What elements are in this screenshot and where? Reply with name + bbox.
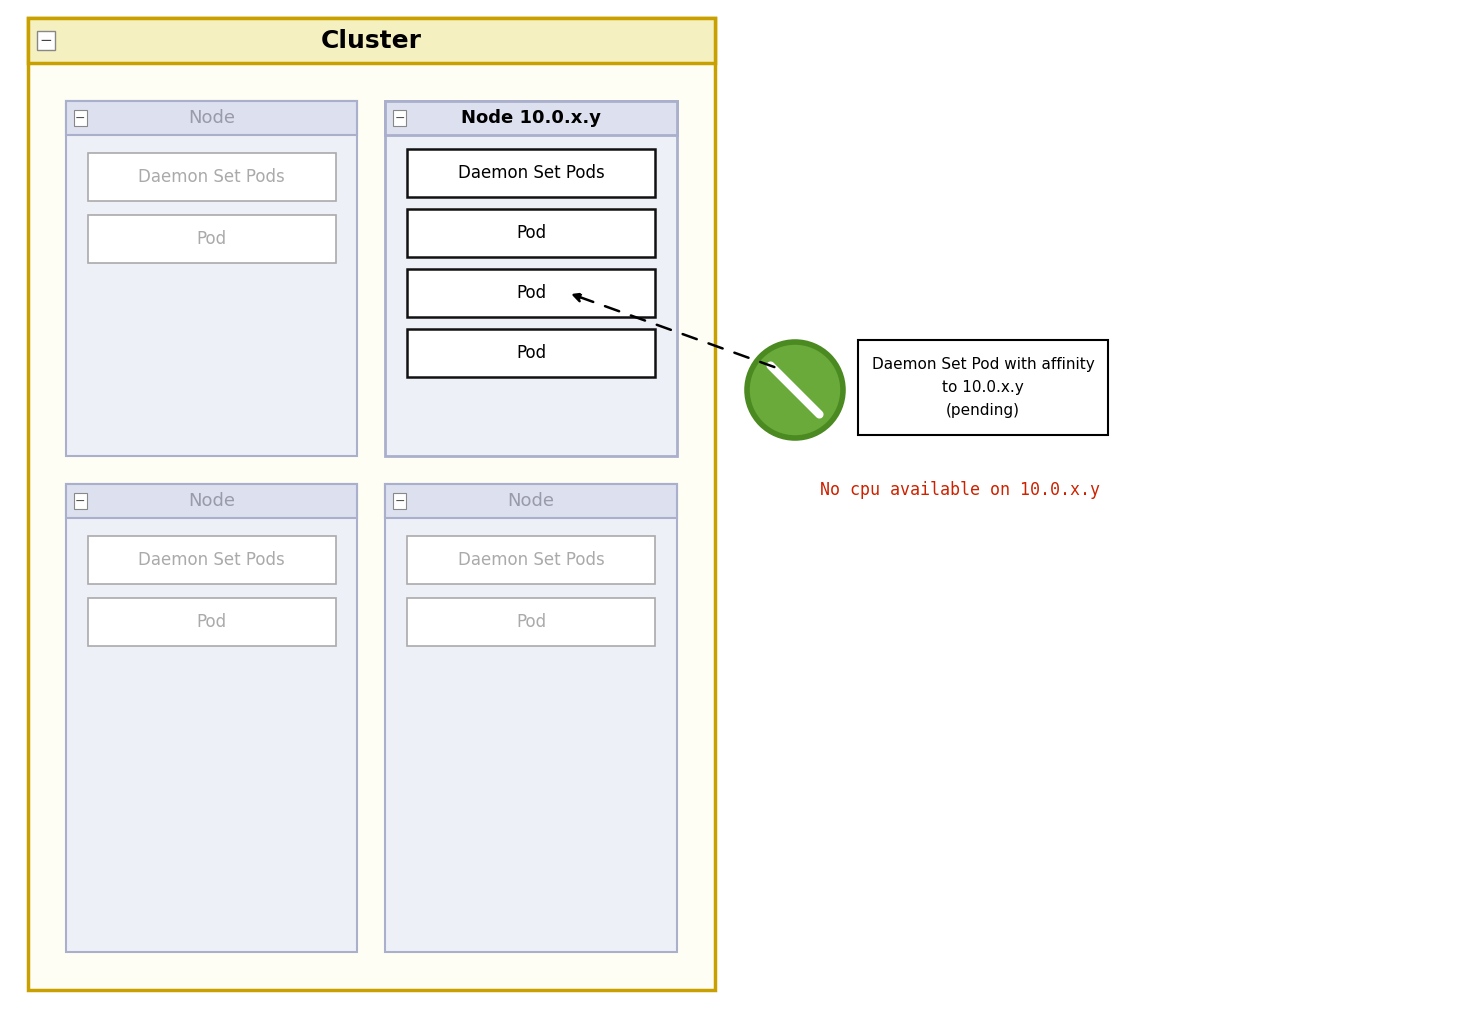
Bar bbox=[407, 536, 654, 584]
Bar bbox=[386, 484, 677, 518]
Text: −: − bbox=[40, 33, 53, 48]
Text: No cpu available on 10.0.x.y: No cpu available on 10.0.x.y bbox=[820, 481, 1100, 499]
Text: Pod: Pod bbox=[196, 613, 227, 631]
Text: Pod: Pod bbox=[516, 284, 547, 302]
Text: −: − bbox=[75, 112, 85, 125]
Circle shape bbox=[747, 342, 843, 438]
Bar bbox=[407, 269, 654, 317]
Text: Cluster: Cluster bbox=[321, 28, 422, 53]
Bar bbox=[407, 598, 654, 646]
Text: −: − bbox=[75, 495, 85, 507]
Bar bbox=[88, 536, 336, 584]
Bar bbox=[386, 101, 677, 135]
Bar bbox=[66, 101, 358, 456]
Text: Node: Node bbox=[507, 492, 554, 510]
Text: Daemon Set Pods: Daemon Set Pods bbox=[458, 164, 604, 182]
Text: Daemon Set Pod with affinity
to 10.0.x.y
(pending): Daemon Set Pod with affinity to 10.0.x.y… bbox=[871, 357, 1094, 419]
Text: Node: Node bbox=[189, 108, 236, 127]
Bar bbox=[28, 18, 715, 990]
Text: Daemon Set Pods: Daemon Set Pods bbox=[139, 551, 284, 569]
Bar bbox=[66, 101, 358, 135]
Bar bbox=[407, 209, 654, 257]
Text: −: − bbox=[394, 495, 405, 507]
Text: Node: Node bbox=[189, 492, 236, 510]
Bar bbox=[88, 215, 336, 263]
Text: Pod: Pod bbox=[516, 613, 547, 631]
Bar bbox=[88, 598, 336, 646]
Text: Daemon Set Pods: Daemon Set Pods bbox=[139, 168, 284, 186]
Bar bbox=[28, 18, 715, 63]
Text: −: − bbox=[394, 112, 405, 125]
Bar bbox=[386, 484, 677, 952]
Text: Pod: Pod bbox=[196, 230, 227, 248]
Bar bbox=[66, 484, 358, 518]
Bar bbox=[407, 329, 654, 377]
Bar bbox=[66, 484, 358, 952]
Bar bbox=[407, 149, 654, 197]
Bar bbox=[858, 340, 1108, 435]
Bar bbox=[386, 101, 677, 456]
Text: Pod: Pod bbox=[516, 344, 547, 362]
Text: Daemon Set Pods: Daemon Set Pods bbox=[458, 551, 604, 569]
Bar bbox=[88, 153, 336, 201]
Text: Node 10.0.x.y: Node 10.0.x.y bbox=[461, 108, 601, 127]
Text: Pod: Pod bbox=[516, 224, 547, 242]
